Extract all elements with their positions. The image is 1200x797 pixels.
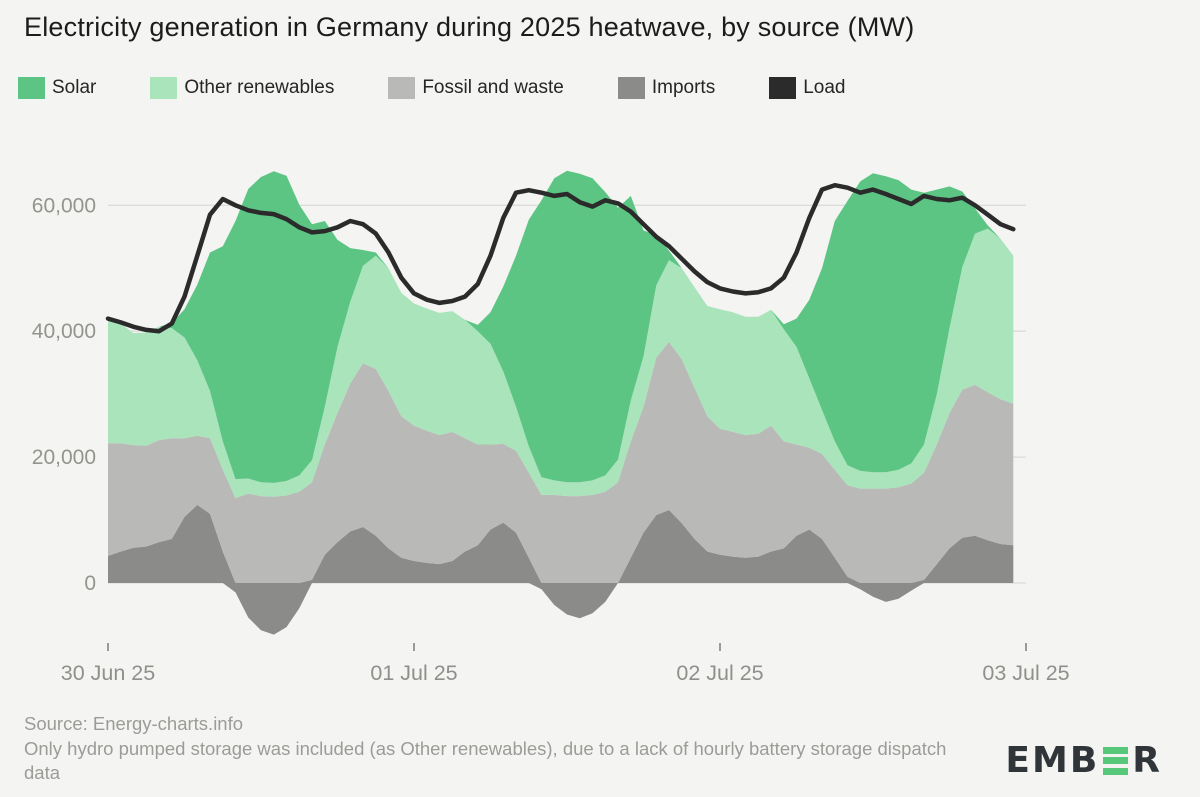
x-axis-label: 03 Jul 25 bbox=[982, 661, 1069, 685]
ember-logo-green-e-icon bbox=[1103, 746, 1129, 775]
chart: 0 20,000 40,000 60,000 30 Jun 25 01 Jul 25 02 … bbox=[0, 140, 1200, 685]
legend-swatch-icon bbox=[617, 77, 645, 99]
y-axis-label: 0 bbox=[84, 572, 96, 595]
legend-label: Fossil and waste bbox=[422, 77, 564, 98]
footer: Source: Energy-charts.info Only hydro pu… bbox=[24, 712, 959, 784]
legend-item-solar: Solar bbox=[18, 77, 96, 99]
area-fossil-and-waste bbox=[108, 341, 1014, 583]
legend-item-fossil-and-waste: Fossil and waste bbox=[388, 77, 564, 99]
ember-logo: EMB R bbox=[1005, 740, 1162, 781]
chart-title: Electricity generation in Germany during… bbox=[24, 12, 915, 42]
area-imports bbox=[108, 504, 1014, 635]
y-axis-label: 20,000 bbox=[32, 446, 96, 469]
legend-label: Load bbox=[803, 77, 846, 98]
x-axis-label: 02 Jul 25 bbox=[676, 661, 763, 685]
legend-item-imports: Imports bbox=[617, 77, 716, 99]
ember-logo-prefix: EMB bbox=[1005, 740, 1100, 781]
legend-swatch-icon bbox=[18, 77, 45, 99]
x-axis-label: 30 Jun 25 bbox=[61, 661, 155, 685]
legend-label: Other renewables bbox=[184, 77, 335, 98]
source-note: Source: Energy-charts.info bbox=[24, 713, 244, 734]
methodology-note: Only hydro pumped storage was included (… bbox=[24, 738, 947, 783]
load-line bbox=[105, 182, 1016, 334]
y-axis-label: 60,000 bbox=[32, 194, 96, 217]
legend-swatch-icon bbox=[388, 77, 416, 99]
legend-label: Solar bbox=[52, 77, 97, 98]
area-other-renewables bbox=[108, 228, 1014, 498]
legend-swatch-icon bbox=[150, 77, 178, 99]
legend-item-load: Load bbox=[769, 77, 845, 99]
legend-swatch-icon bbox=[769, 77, 797, 99]
legend: Solar Other renewables Fossil and waste Imp… bbox=[18, 77, 845, 99]
legend-item-other-renewables: Other renewables bbox=[150, 77, 334, 99]
x-axis-label: 01 Jul 25 bbox=[370, 661, 457, 685]
ember-logo-suffix: R bbox=[1132, 740, 1162, 781]
area-solar bbox=[108, 170, 1014, 483]
legend-label: Imports bbox=[651, 77, 716, 98]
y-axis-label: 40,000 bbox=[32, 320, 96, 343]
